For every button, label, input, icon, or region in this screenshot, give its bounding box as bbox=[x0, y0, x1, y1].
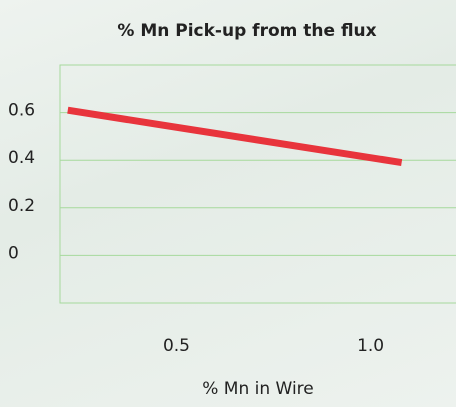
y-tick-label: 0 bbox=[8, 243, 19, 263]
x-tick-label: 1.0 bbox=[357, 336, 384, 356]
chart-title: % Mn Pick-up from the flux bbox=[117, 21, 376, 41]
data-line bbox=[67, 106, 403, 167]
x-tick-label: 0.5 bbox=[163, 336, 190, 356]
y-tick-label: 0.4 bbox=[8, 148, 35, 168]
y-tick-label: 0.2 bbox=[8, 196, 35, 216]
y-tick-label: 0.6 bbox=[8, 101, 35, 121]
plot-area bbox=[59, 64, 456, 304]
x-axis-label: % Mn in Wire bbox=[202, 379, 314, 399]
